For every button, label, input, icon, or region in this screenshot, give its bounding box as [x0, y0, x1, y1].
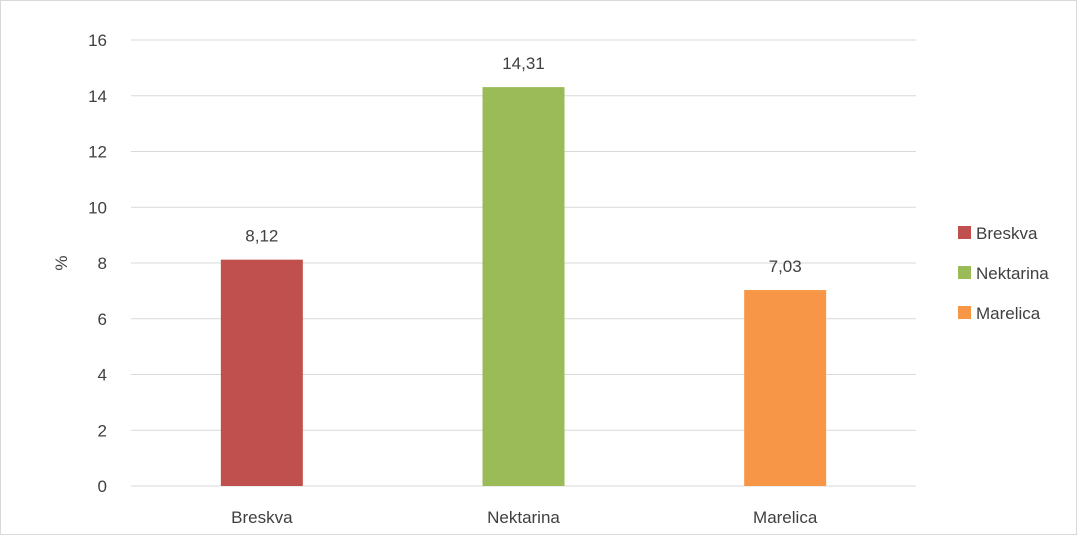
x-tick-label: Nektarina: [487, 508, 560, 527]
bars: [220, 87, 827, 486]
data-label: 7,03: [769, 257, 802, 276]
data-label: 8,12: [245, 227, 278, 246]
y-tick-label: 8: [98, 254, 107, 273]
y-tick-label: 0: [98, 477, 107, 496]
x-axis-ticks: Breskva Nektarina Marelica: [231, 508, 818, 527]
legend-label: Breskva: [976, 224, 1038, 243]
y-tick-label: 16: [88, 31, 107, 50]
bar-marelica: [744, 290, 827, 486]
y-tick-label: 6: [98, 310, 107, 329]
data-labels: 8,12 14,31 7,03: [245, 54, 801, 276]
legend-label: Marelica: [976, 304, 1041, 323]
y-tick-label: 12: [88, 143, 107, 162]
y-tick-label: 4: [98, 366, 107, 385]
legend-swatch: [958, 306, 971, 319]
bar-breskva: [220, 259, 303, 486]
x-tick-label: Breskva: [231, 508, 293, 527]
y-axis-label: %: [52, 255, 71, 270]
y-axis-ticks: 0 2 4 6 8 10 12 14 16: [88, 31, 107, 496]
y-tick-label: 10: [88, 198, 107, 217]
legend-swatch: [958, 226, 971, 239]
y-tick-label: 2: [98, 421, 107, 440]
legend-swatch: [958, 266, 971, 279]
legend-label: Nektarina: [976, 264, 1049, 283]
data-label: 14,31: [502, 54, 545, 73]
x-tick-label: Marelica: [753, 508, 818, 527]
bar-nektarina: [482, 87, 565, 486]
legend: Breskva Nektarina Marelica: [958, 224, 1049, 323]
y-tick-label: 14: [88, 87, 107, 106]
